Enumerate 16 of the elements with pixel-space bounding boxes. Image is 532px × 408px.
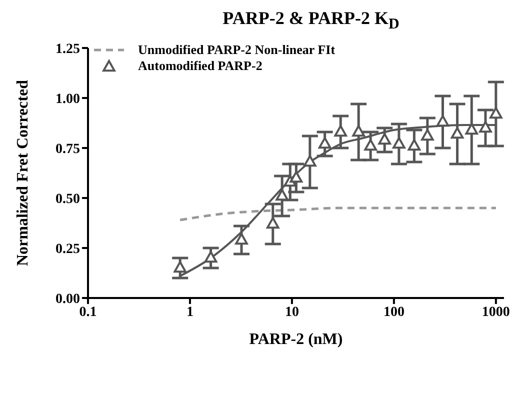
- x-axis-title: PARP-2 (nM): [249, 331, 343, 348]
- chart-title: PARP-2 & PARP-2 K$_{D}$: [222, 8, 400, 35]
- x-tick-label: 100: [383, 304, 404, 320]
- y-tick-label: 1.00: [56, 92, 80, 107]
- y-tick-label: 0.50: [56, 192, 80, 207]
- y-tick-label: 0.75: [56, 142, 80, 157]
- legend-label: Automodified PARP-2: [138, 58, 262, 74]
- y-tick-label: 1.25: [56, 42, 80, 57]
- x-tick-label: 10: [284, 304, 299, 320]
- x-tick-label: 1: [186, 304, 194, 320]
- y-tick-label: 0.00: [56, 292, 80, 307]
- x-tick-label: 1000: [482, 304, 510, 320]
- y-tick-label: 0.25: [56, 242, 80, 257]
- x-tick-label: 0.1: [79, 304, 97, 320]
- legend-label: Unmodified PARP-2 Non-linear FIt: [138, 42, 336, 58]
- y-axis-title: Normalized Fret Corrected: [14, 80, 32, 266]
